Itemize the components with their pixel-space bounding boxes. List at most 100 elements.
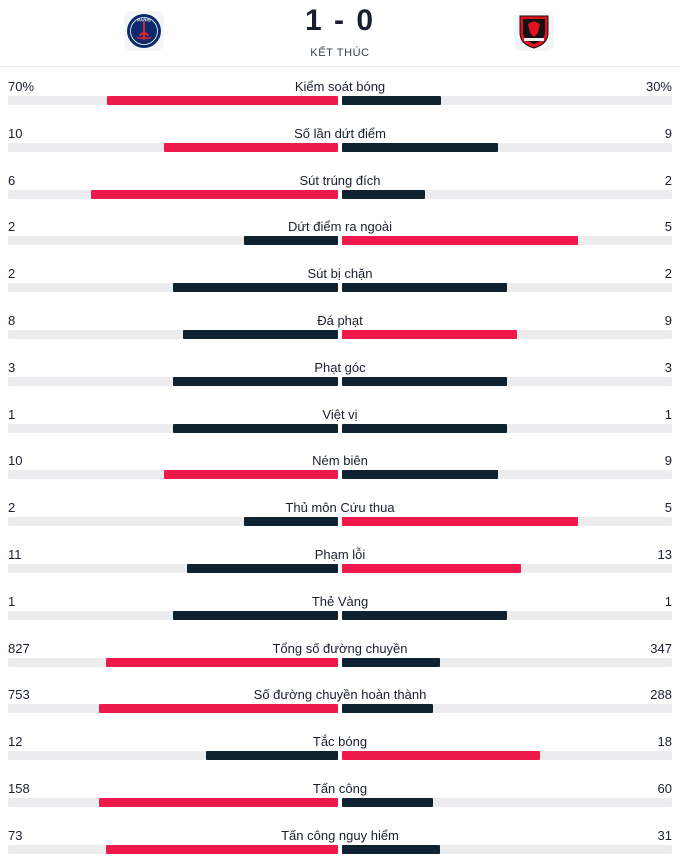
stat-label: Dứt điểm ra ngoài (287, 219, 393, 235)
away-stat-value: 347 (650, 640, 672, 656)
away-stat-value: 18 (657, 734, 672, 750)
away-bar (342, 610, 507, 620)
stat-label: Tổng số đường chuyền (272, 640, 408, 656)
away-bar (342, 751, 540, 761)
away-team-logo[interactable] (514, 11, 554, 51)
home-stat-value: 2 (8, 266, 16, 282)
away-bar (342, 423, 507, 433)
home-bar-track (8, 423, 338, 433)
home-bar (106, 844, 338, 854)
home-bar-track (8, 96, 338, 105)
home-bar-track (8, 563, 338, 573)
home-bar-track (8, 470, 338, 480)
away-bar-track (342, 751, 672, 761)
away-stat-value: 30% (645, 79, 672, 94)
stat-row-tac-bong: 12 Tắc bóng 18 (0, 725, 680, 772)
stat-label: Phạm lỗi (314, 546, 366, 562)
stat-row-sut-bi-chan: 2 Sút bị chặn 2 (0, 257, 680, 304)
home-bar (182, 329, 338, 339)
home-stat-value: 2 (8, 500, 16, 516)
stat-row-so-duong-chuyen-hoan-thanh: 753 Số đường chuyền hoàn thành 288 (0, 678, 680, 725)
home-bar (186, 563, 338, 573)
stat-row-nem-bien: 10 Ném biên 9 (0, 444, 680, 491)
match-score: 1 - 0 (304, 4, 376, 37)
away-bar (342, 844, 441, 854)
home-stat-value: 3 (8, 359, 16, 375)
home-stat-value: 2 (8, 219, 16, 235)
away-bar (342, 236, 578, 246)
stat-label: Số lần dứt điểm (294, 125, 386, 141)
home-bar-track (8, 189, 338, 199)
away-stat-value: 13 (657, 546, 672, 562)
away-stat-value: 31 (657, 827, 672, 843)
home-stat-value: 1 (8, 593, 16, 609)
away-bar-track (342, 142, 672, 152)
home-stat-value: 1 (8, 406, 16, 422)
away-bar (342, 797, 433, 807)
stat-label: Sút trúng đích (299, 172, 381, 188)
away-stat-value: 2 (664, 266, 672, 282)
match-header: PARIS 1 - 0 KẾT THÚC (0, 0, 680, 67)
away-bar (342, 470, 499, 480)
stat-label: Sút bị chặn (307, 266, 373, 282)
match-status: KẾT THÚC (310, 47, 370, 59)
home-bar (243, 236, 338, 246)
home-bar-track (8, 142, 338, 152)
stat-row-sut-trung-dich: 6 Sút trúng đích 2 (0, 164, 680, 211)
home-stat-value: 6 (8, 172, 16, 188)
svg-text:PARIS: PARIS (137, 18, 150, 23)
home-bar (98, 797, 338, 807)
home-bar-track (8, 283, 338, 293)
away-bar (342, 704, 434, 714)
stat-row-tan-cong: 158 Tấn công 60 (0, 772, 680, 819)
home-bar-track (8, 844, 338, 854)
away-bar (342, 283, 507, 293)
stat-row-tan-cong-nguy-hiem: 73 Tấn công nguy hiểm 31 (0, 819, 680, 866)
away-stat-value: 60 (657, 780, 672, 796)
stats-list: 70% Kiểm soát bóng 30% 10 Số lần dứt điểm 9 6 S… (0, 70, 680, 866)
home-bar-track (8, 797, 338, 807)
stat-row-thu-mon-cuu-thua: 2 Thủ môn Cứu thua 5 (0, 491, 680, 538)
home-bar (107, 96, 338, 105)
away-bar-track (342, 189, 672, 199)
home-bar-track (8, 657, 338, 667)
away-stat-value: 1 (664, 593, 672, 609)
away-bar-track (342, 517, 672, 527)
away-stat-value: 1 (664, 406, 672, 422)
stat-row-phat-goc: 3 Phạt góc 3 (0, 351, 680, 398)
stat-row-dut-diem-ra-ngoai: 2 Dứt điểm ra ngoài 5 (0, 210, 680, 257)
home-bar (173, 423, 338, 433)
stat-label: Tắc bóng (312, 734, 368, 750)
home-bar (243, 517, 338, 527)
home-stat-value: 11 (8, 546, 22, 562)
away-stat-value: 288 (650, 687, 672, 703)
stat-row-tong-so-duong-chuyen: 827 Tổng số đường chuyền 347 (0, 632, 680, 679)
away-stat-value: 2 (664, 172, 672, 188)
away-bar (342, 142, 499, 152)
stat-label: Tấn công (312, 780, 368, 796)
away-stat-value: 9 (664, 125, 672, 141)
stat-label: Tấn công nguy hiểm (281, 827, 399, 843)
home-bar-track (8, 236, 338, 246)
stat-label: Đá phạt (317, 312, 363, 328)
away-bar-track (342, 610, 672, 620)
home-bar (173, 610, 338, 620)
home-bar (99, 704, 338, 714)
home-stat-value: 827 (8, 640, 30, 656)
away-bar-track (342, 96, 672, 105)
away-bar-track (342, 563, 672, 573)
home-bar (206, 751, 338, 761)
home-stat-value: 753 (8, 687, 30, 703)
stat-label: Việt vị (322, 406, 358, 422)
home-bar-track (8, 329, 338, 339)
away-bar-track (342, 657, 672, 667)
stat-label: Phạt góc (314, 359, 366, 375)
home-stat-value: 73 (8, 827, 23, 843)
home-bar (105, 657, 338, 667)
home-bar-track (8, 751, 338, 761)
home-team-logo[interactable]: PARIS (124, 11, 164, 51)
home-bar (164, 470, 338, 480)
stat-row-pham-loi: 11 Phạm lỗi 13 (0, 538, 680, 585)
home-bar-track (8, 610, 338, 620)
away-bar (342, 657, 440, 667)
